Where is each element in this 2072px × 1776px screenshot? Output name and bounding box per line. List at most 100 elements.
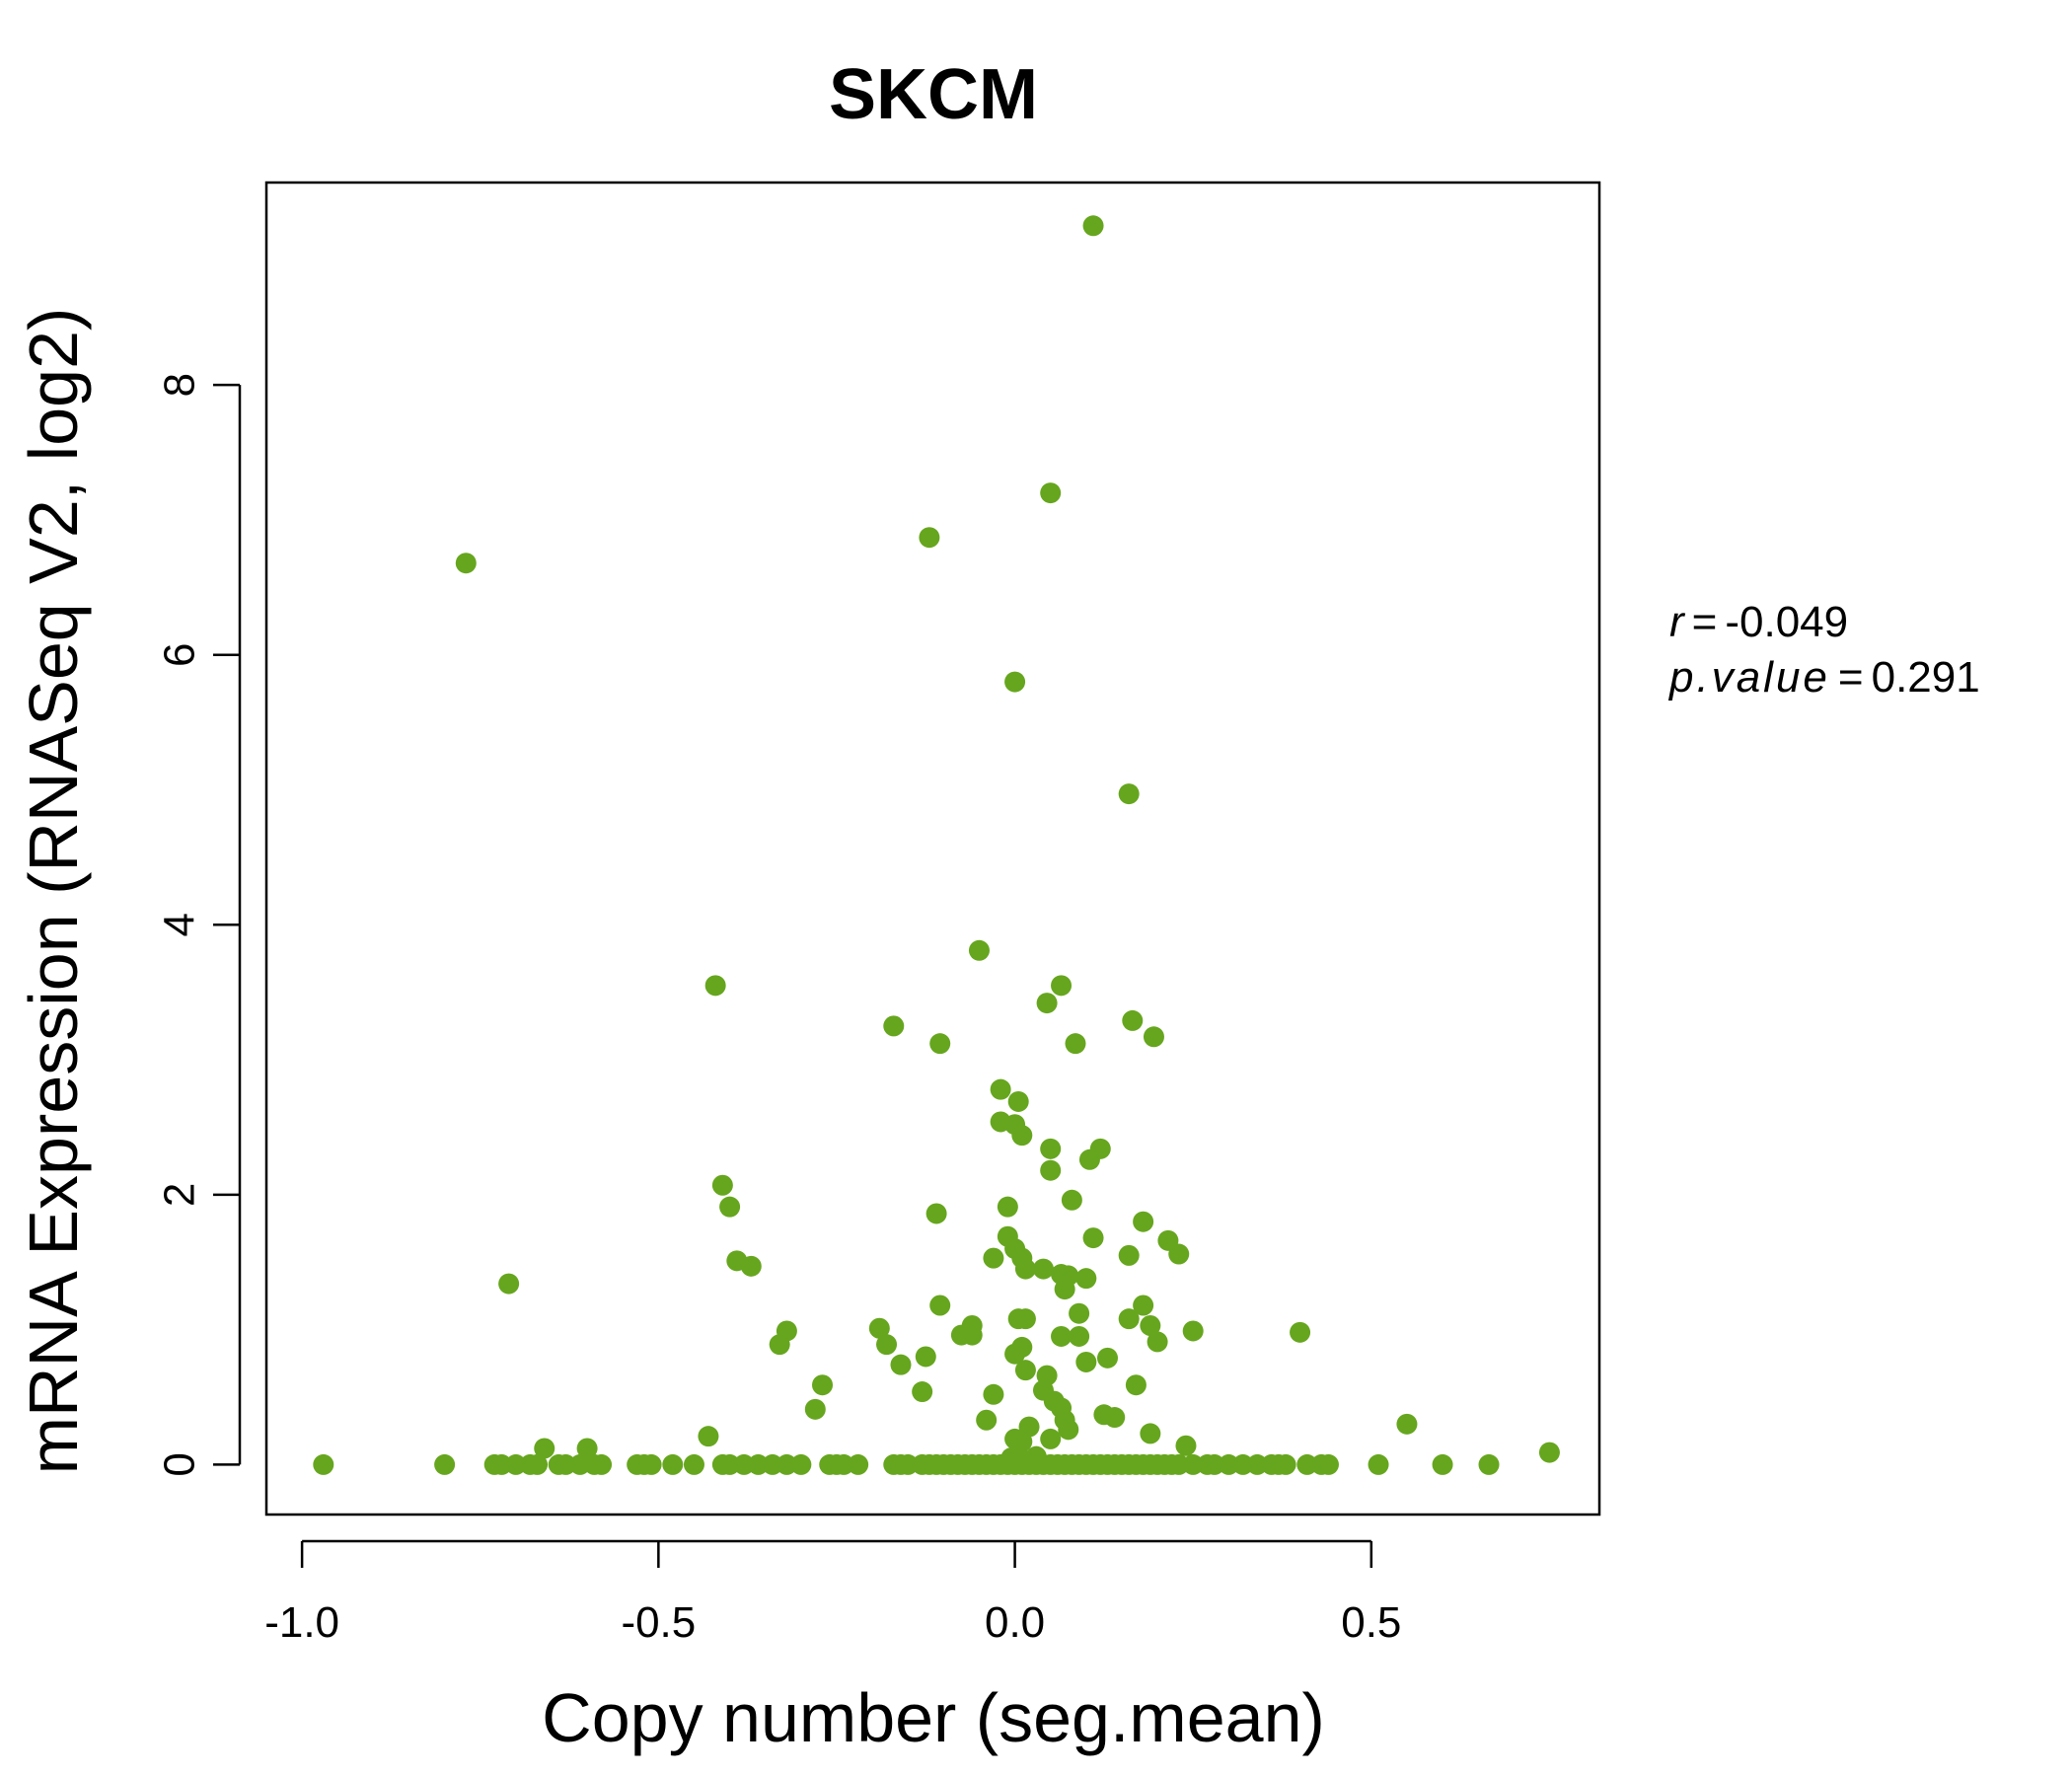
- data-point: [434, 1453, 456, 1475]
- data-point: [976, 1409, 998, 1431]
- data-point: [1168, 1243, 1190, 1265]
- data-point: [527, 1453, 549, 1475]
- x-tick-label: 0.5: [1341, 1598, 1401, 1647]
- y-axis: 0 2 4 6 8: [155, 373, 242, 1477]
- data-point: [1040, 482, 1062, 504]
- data-point: [698, 1426, 719, 1447]
- data-point: [804, 1398, 826, 1420]
- data-point: [1218, 1453, 1239, 1475]
- data-point: [733, 1453, 755, 1475]
- x-axis-title: Copy number (seg.mean): [542, 1679, 1325, 1756]
- data-point: [1147, 1331, 1168, 1353]
- data-point: [555, 1453, 576, 1475]
- p-value-statistic: p.value = 0.291: [1667, 653, 1980, 702]
- data-point: [1118, 1308, 1140, 1330]
- data-point: [1122, 1009, 1144, 1031]
- data-point: [833, 1453, 854, 1475]
- r-statistic: r = -0.049: [1669, 598, 1848, 646]
- data-point: [1040, 1159, 1062, 1181]
- data-point: [1065, 1033, 1086, 1055]
- data-point: [876, 1334, 898, 1356]
- data-point: [1296, 1453, 1318, 1475]
- data-point: [1168, 1453, 1190, 1475]
- data-point: [1290, 1321, 1311, 1343]
- y-tick-label: 2: [155, 1183, 203, 1207]
- data-point: [1036, 993, 1058, 1014]
- data-point: [313, 1453, 334, 1475]
- data-point: [925, 1203, 947, 1224]
- data-point: [1051, 975, 1073, 997]
- data-point: [719, 1196, 741, 1218]
- data-point: [1014, 1360, 1036, 1381]
- data-point: [1396, 1413, 1418, 1435]
- data-point: [1004, 671, 1026, 693]
- data-point: [1058, 1419, 1079, 1441]
- data-point: [1133, 1295, 1154, 1316]
- data-point: [915, 1346, 936, 1368]
- data-point: [1014, 1308, 1036, 1330]
- r-value: -0.049: [1725, 598, 1848, 646]
- data-point: [740, 1255, 762, 1277]
- data-point: [1175, 1435, 1197, 1456]
- data-point: [1317, 1453, 1339, 1475]
- x-tick-label: -1.0: [264, 1598, 339, 1647]
- data-point: [812, 1374, 834, 1396]
- data-point: [1478, 1453, 1500, 1475]
- data-point: [711, 1174, 733, 1196]
- data-point: [1125, 1374, 1147, 1396]
- data-point: [683, 1453, 704, 1475]
- data-point: [1075, 1351, 1097, 1372]
- data-point: [455, 553, 477, 574]
- data-point: [776, 1453, 797, 1475]
- p-value: 0.291: [1872, 653, 1980, 702]
- x-axis: -1.0 -0.5 0.0 0.5: [264, 1539, 1401, 1647]
- data-point: [1040, 1428, 1062, 1449]
- data-point: [1432, 1453, 1453, 1475]
- data-point: [848, 1453, 869, 1475]
- data-point: [1054, 1279, 1075, 1300]
- x-tick-label: -0.5: [621, 1598, 696, 1647]
- data-point: [897, 1453, 919, 1475]
- data-point: [704, 975, 726, 997]
- data-point: [983, 1383, 1004, 1405]
- y-axis-title: mRNA Expression (RNASeq V2, log2): [15, 308, 92, 1475]
- data-point: [1118, 783, 1140, 805]
- data-point: [1118, 1244, 1140, 1266]
- data-point: [1040, 1138, 1062, 1159]
- data-point: [1232, 1453, 1254, 1475]
- data-point: [747, 1453, 769, 1475]
- data-point: [961, 1324, 983, 1346]
- data-point: [1182, 1320, 1204, 1342]
- y-tick-label: 6: [155, 642, 203, 666]
- data-point: [769, 1334, 790, 1356]
- data-point: [919, 527, 940, 549]
- data-point: [1104, 1407, 1126, 1429]
- data-point: [890, 1354, 912, 1375]
- p-label: p.value: [1667, 653, 1830, 702]
- data-points: [313, 215, 1560, 1475]
- data-point: [1143, 1026, 1164, 1048]
- data-point: [1061, 1189, 1082, 1211]
- data-point: [1140, 1315, 1161, 1337]
- data-point: [1182, 1453, 1204, 1475]
- y-tick-label: 0: [155, 1452, 203, 1476]
- data-point: [1069, 1325, 1090, 1347]
- data-point: [1051, 1325, 1073, 1347]
- data-point: [1368, 1453, 1389, 1475]
- data-point: [1011, 1125, 1033, 1147]
- data-point: [1082, 215, 1104, 237]
- data-point: [929, 1295, 951, 1316]
- data-point: [1078, 1148, 1100, 1170]
- data-point: [912, 1381, 933, 1403]
- y-tick-label: 8: [155, 373, 203, 397]
- y-tick-label: 4: [155, 913, 203, 936]
- data-point: [868, 1317, 890, 1339]
- data-point: [968, 939, 990, 961]
- data-point: [929, 1033, 951, 1055]
- data-point: [498, 1273, 520, 1295]
- data-point: [719, 1453, 741, 1475]
- data-point: [883, 1015, 905, 1037]
- data-point: [505, 1453, 527, 1475]
- data-point: [1140, 1423, 1161, 1444]
